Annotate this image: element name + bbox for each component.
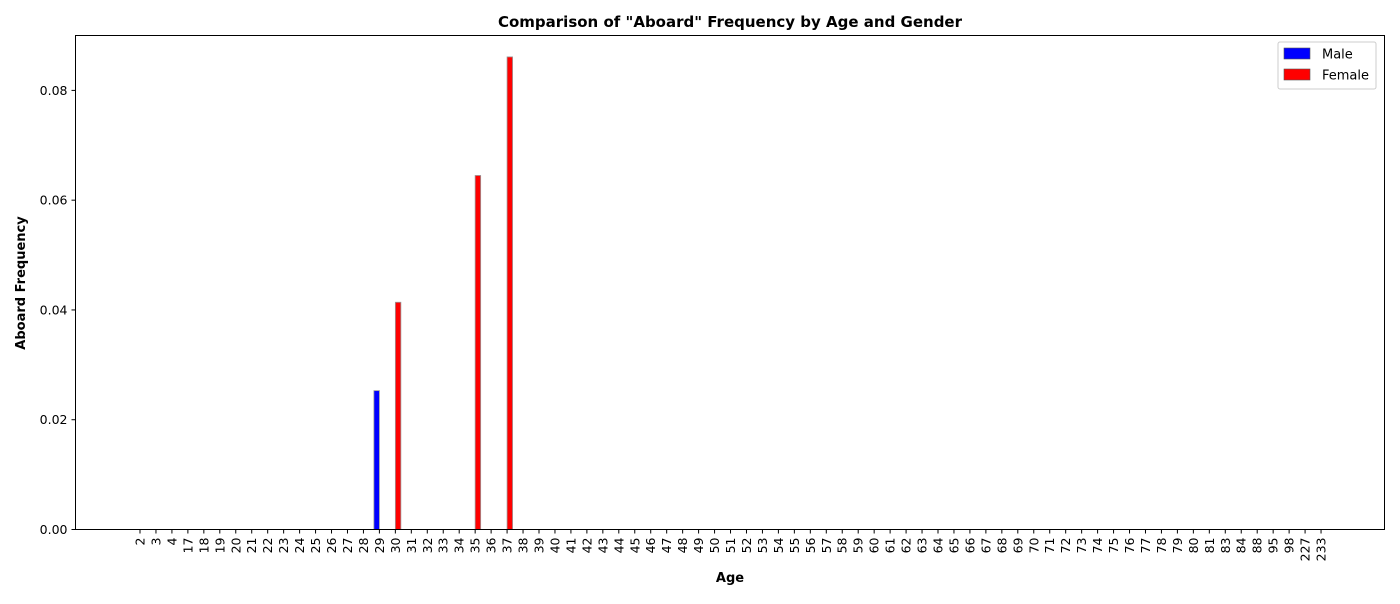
x-tick-label: 37 (500, 538, 515, 554)
y-tick-label: 0.06 (40, 193, 68, 208)
plot-frame (75, 35, 1385, 530)
legend-label-male: Male (1322, 48, 1353, 63)
x-tick-label: 19 (212, 537, 227, 553)
x-tick-label: 72 (1058, 538, 1073, 554)
x-tick-label: 21 (244, 538, 259, 554)
x-tick-label: 36 (484, 537, 499, 553)
x-tick-label: 32 (420, 538, 435, 554)
x-tick-label: 69 (1010, 537, 1025, 553)
x-tick-label: 76 (1122, 537, 1137, 553)
x-tick-label: 77 (1138, 538, 1153, 554)
x-tick-label: 51 (723, 538, 738, 554)
x-tick-label: 20 (228, 537, 243, 553)
x-tick-label: 28 (356, 537, 371, 553)
x-tick-label: 3 (148, 538, 163, 546)
x-tick-label: 55 (787, 538, 802, 554)
x-tick-label: 29 (372, 537, 387, 553)
y-tick-label: 0.02 (40, 412, 68, 427)
x-tick-label: 40 (547, 537, 562, 553)
x-tick-label: 53 (755, 538, 770, 554)
x-tick-label: 74 (1090, 537, 1105, 553)
x-axis-label: Age (716, 571, 744, 586)
x-tick-label: 84 (1234, 537, 1249, 553)
x-tick-label: 63 (915, 538, 930, 554)
x-tick-label: 50 (707, 537, 722, 553)
x-tick-label: 24 (292, 537, 307, 553)
x-tick-label: 68 (994, 537, 1009, 553)
x-axis: 2 3 4 17 18 19 20 21 22 23 24 25 26 27 28 29 30 31 32 33 34 3… (133, 529, 1329, 562)
x-tick-label: 56 (803, 537, 818, 553)
x-tick-label: 83 (1218, 538, 1233, 554)
legend-label-female: Female (1322, 69, 1369, 84)
x-tick-label: 95 (1266, 538, 1281, 554)
x-tick-label: 70 (1026, 537, 1041, 553)
chart-title: Comparison of "Aboard" Frequency by Age … (498, 13, 963, 31)
x-tick-label: 66 (962, 537, 977, 553)
x-tick-label: 78 (1154, 537, 1169, 553)
x-tick-label: 60 (867, 537, 882, 553)
x-tick-label: 48 (675, 537, 690, 553)
y-tick-label: 0.04 (40, 302, 68, 317)
x-tick-label: 22 (260, 538, 275, 554)
x-tick-label: 64 (931, 537, 946, 553)
x-tick-label: 80 (1186, 537, 1201, 553)
x-tick-label: 67 (978, 538, 993, 554)
x-tick-label: 46 (643, 537, 658, 553)
x-tick-label: 49 (691, 537, 706, 553)
bar-male-29 (373, 390, 380, 530)
x-tick-label: 71 (1042, 538, 1057, 554)
x-tick-label: 31 (404, 538, 419, 554)
x-tick-label: 26 (324, 537, 339, 553)
x-tick-label: 18 (196, 537, 211, 553)
x-tick-label: 17 (180, 538, 195, 554)
bar-female-30 (394, 301, 402, 530)
x-tick-label: 42 (579, 538, 594, 554)
x-tick-label: 61 (883, 538, 898, 554)
x-tick-label: 25 (308, 538, 323, 554)
x-tick-label: 30 (388, 537, 403, 553)
bar-female-35 (474, 175, 482, 530)
x-tick-label: 34 (452, 537, 467, 553)
y-tick-label: 0.08 (40, 83, 68, 98)
x-tick-label: 4 (164, 537, 179, 545)
x-tick-label: 88 (1250, 537, 1265, 553)
x-tick-label: 41 (563, 538, 578, 554)
x-tick-label: 47 (659, 538, 674, 554)
x-tick-label: 35 (468, 538, 483, 554)
x-tick-label: 54 (771, 537, 786, 553)
legend: Male Female (1277, 41, 1377, 90)
x-tick-label: 38 (516, 537, 531, 553)
x-tick-label: 33 (436, 538, 451, 554)
x-tick-label: 52 (739, 538, 754, 554)
x-tick-label: 81 (1202, 538, 1217, 554)
y-tick-label: 0.00 (40, 522, 68, 537)
legend-swatch-male (1283, 47, 1311, 60)
x-tick-label: 98 (1282, 537, 1297, 553)
x-tick-label: 59 (851, 537, 866, 553)
x-tick-label: 73 (1074, 538, 1089, 554)
bar-female-37 (506, 56, 513, 530)
x-tick-label: 57 (819, 538, 834, 554)
y-axis-label: Aboard Frequency (14, 216, 29, 350)
bars-layer (373, 56, 513, 530)
x-tick-label: 65 (946, 538, 961, 554)
x-tick-label: 79 (1170, 537, 1185, 553)
legend-swatch-female (1283, 68, 1311, 81)
x-tick-label: 23 (276, 538, 291, 554)
x-tick-label: 2 (133, 538, 148, 546)
x-tick-label: 27 (340, 538, 355, 554)
x-tick-label: 43 (595, 538, 610, 554)
x-tick-label: 45 (627, 538, 642, 554)
y-axis: 0.00 0.02 0.04 0.06 0.08 (40, 83, 76, 537)
x-tick-label: 39 (532, 537, 547, 553)
x-tick-label: 62 (899, 538, 914, 554)
x-tick-label: 75 (1106, 538, 1121, 554)
x-tick-label: 44 (611, 537, 626, 553)
x-tick-label: 227 (1298, 538, 1313, 562)
x-tick-label: 58 (835, 537, 850, 553)
x-tick-label: 233 (1314, 538, 1329, 562)
